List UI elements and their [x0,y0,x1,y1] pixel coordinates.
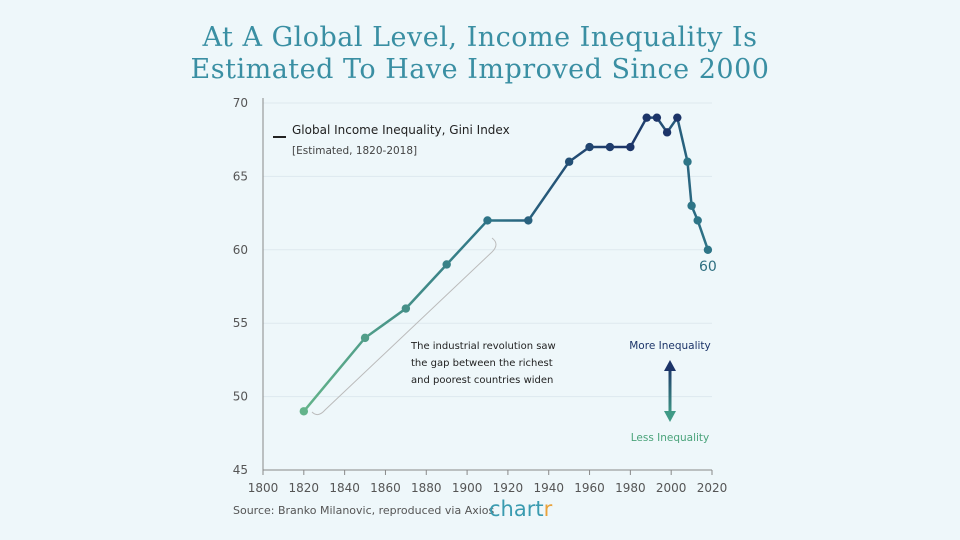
chartr-logo: chartr [489,497,553,521]
x-tick-label: 1840 [329,481,360,495]
data-point [564,157,574,166]
y-tick-label: 55 [233,316,248,330]
title-line-2: Estimated To Have Improved Since 2000 [190,54,770,85]
x-tick-label: 1980 [615,481,646,495]
data-point [360,333,370,343]
x-tick-label: 1900 [452,481,483,495]
source-text: Source: Branko Milanovic, reproduced via… [233,504,495,517]
annotation-line: and poorest countries widen [411,375,553,386]
x-tick-label: 2000 [656,481,687,495]
data-point [673,113,682,122]
y-tick-label: 45 [233,463,248,477]
data-point [299,407,309,416]
annotation-line: the gap between the richest [411,358,553,369]
data-point [442,260,451,269]
data-point [483,216,492,225]
x-tick-label: 1880 [411,481,442,495]
title-line-1: At A Global Level, Income Inequality Is [202,22,758,53]
data-point [605,142,615,152]
x-tick-label: 2020 [697,481,728,495]
x-tick-label: 1940 [533,481,564,495]
y-tick-label: 50 [233,390,248,404]
data-point [703,245,713,254]
y-tick-label: 65 [233,169,248,183]
data-point [401,304,411,313]
data-point [524,216,533,225]
legend-label: Global Income Inequality, Gini Index [292,123,510,137]
annotation-line: The industrial revolution saw [410,341,556,352]
annotation-bracket [311,237,497,416]
x-tick-label: 1820 [289,481,320,495]
more-inequality-label: More Inequality [629,340,711,352]
x-tick-label: 1860 [370,481,401,495]
data-point [683,157,692,166]
legend-sublabel: [Estimated, 1820-2018] [292,145,417,157]
arrow-up-icon [664,360,676,371]
data-point [585,142,594,152]
data-point [626,142,635,152]
series-line [302,114,710,413]
x-tick-label: 1800 [248,481,279,495]
legend: Global Income Inequality, Gini Index [Es… [273,123,510,157]
data-point [693,216,702,225]
arrow-down-icon [664,411,676,422]
y-tick-label: 70 [233,96,248,110]
end-value-label: 60 [699,259,717,275]
data-point [652,113,662,122]
less-inequality-label: Less Inequality [631,432,710,444]
data-point [687,201,696,210]
x-tick-label: 1920 [493,481,524,495]
data-point [662,128,672,137]
annotation: The industrial revolution saw the gap be… [410,341,556,386]
x-tick-label: 1960 [574,481,605,495]
y-tick-label: 60 [233,243,248,257]
data-point [642,113,651,122]
chart-title: At A Global Level, Income Inequality Is … [0,22,960,86]
